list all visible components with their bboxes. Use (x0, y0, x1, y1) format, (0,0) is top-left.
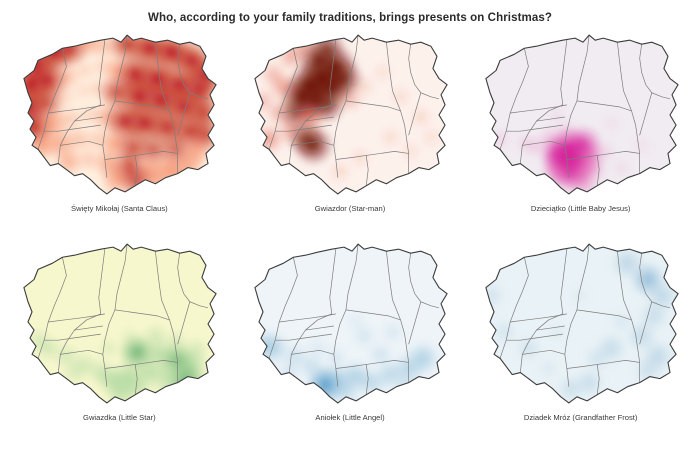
panel-caption-gwiazdor: Gwiazdor (Star-man) (314, 204, 386, 213)
voivodeship-borders (38, 35, 209, 186)
panel-grid: Święty Mikołaj (Santa Claus) Gwiazdor (St… (0, 24, 700, 448)
country-border (254, 243, 448, 404)
voivodeship-borders (499, 35, 670, 186)
density-layer (485, 245, 678, 403)
map-panel-swiety-mikolaj: Święty Mikołaj (Santa Claus) (4, 26, 235, 235)
choropleth-map-dziadek-mroz[interactable] (467, 235, 695, 413)
voivodeship-borders (268, 35, 440, 186)
voivodeship-borders (38, 244, 209, 395)
choropleth-map-swiety-mikolaj[interactable] (5, 26, 233, 204)
choropleth-map-aniolek[interactable] (236, 235, 464, 413)
density-layer (254, 35, 443, 184)
choropleth-map-gwiazdor[interactable] (236, 26, 464, 204)
choropleth-map-dzieciatko[interactable] (467, 26, 695, 204)
country-border (254, 34, 448, 195)
map-panel-dziadek-mroz: Dziadek Mróz (Grandfather Frost) (465, 235, 696, 444)
voivodeship-borders (499, 244, 670, 395)
panel-caption-aniolek: Aniołek (Little Angel) (315, 413, 385, 422)
country-border (485, 34, 679, 195)
density-layer (487, 103, 653, 194)
density-layer (24, 35, 217, 194)
country-border (23, 243, 217, 404)
map-base-fill (485, 244, 678, 403)
panel-caption-dziadek-mroz: Dziadek Mróz (Grandfather Frost) (523, 413, 638, 422)
map-panel-gwiazdka: Gwiazdka (Little Star) (4, 235, 235, 444)
country-border (485, 243, 679, 404)
panel-caption-gwiazdka: Gwiazdka (Little Star) (83, 413, 156, 422)
voivodeship-borders (268, 244, 440, 395)
map-panel-dzieciatko: Dzieciątko (Little Baby Jesus) (465, 26, 696, 235)
country-border (23, 34, 217, 195)
map-panel-gwiazdor: Gwiazdor (Star-man) (235, 26, 466, 235)
panel-caption-swiety-mikolaj: Święty Mikołaj (Santa Claus) (71, 204, 168, 213)
map-panel-aniolek: Aniołek (Little Angel) (235, 235, 466, 444)
panel-caption-dzieciatko: Dzieciątko (Little Baby Jesus) (530, 204, 631, 213)
choropleth-map-gwiazdka[interactable] (5, 235, 233, 413)
page-title: Who, according to your family traditions… (148, 12, 552, 24)
